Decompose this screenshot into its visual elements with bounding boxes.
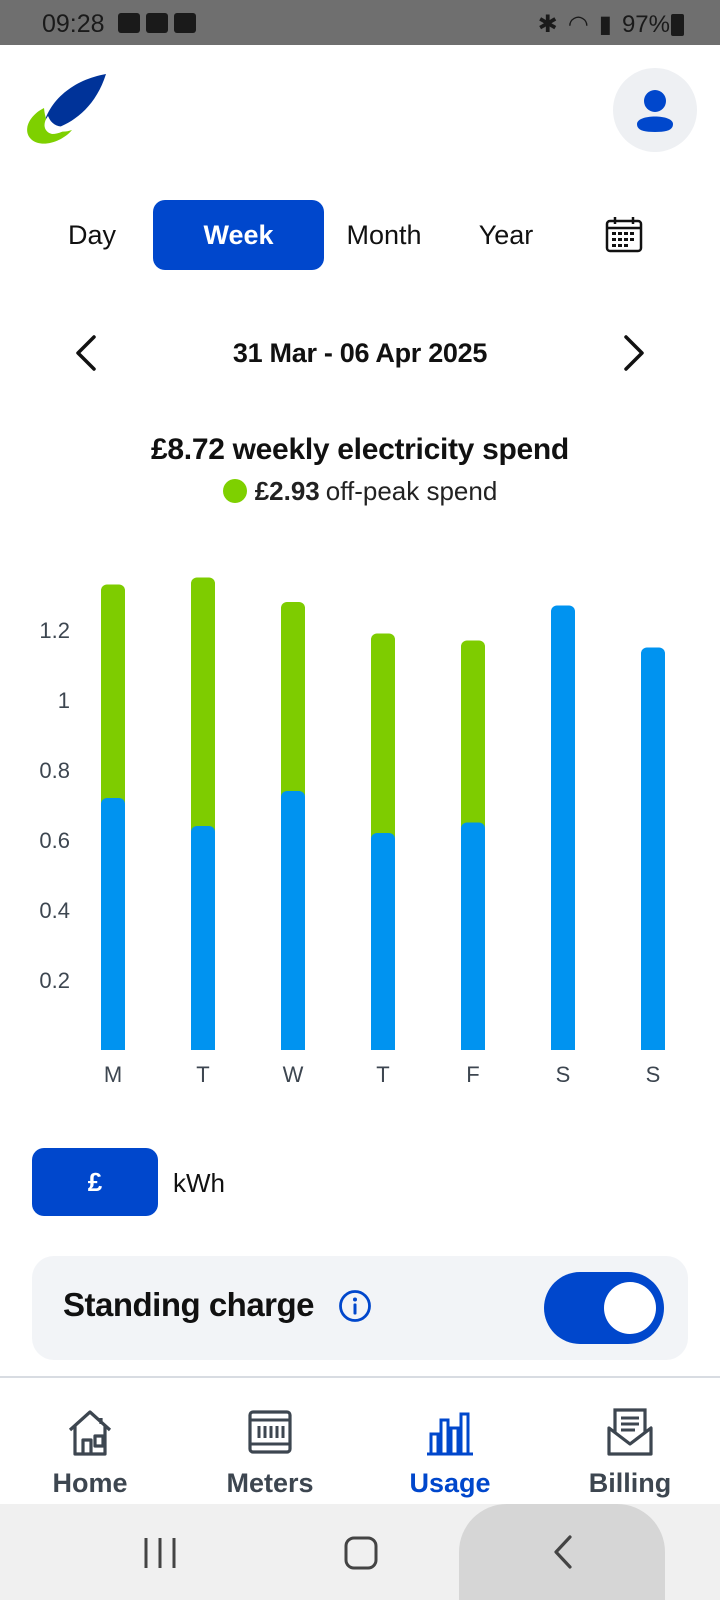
back-icon[interactable] xyxy=(548,1534,578,1570)
nav-meters[interactable]: Meters xyxy=(180,1378,360,1506)
calendar-icon[interactable] xyxy=(605,216,643,254)
bar-offpeak[interactable] xyxy=(461,640,485,833)
nav-billing[interactable]: Billing xyxy=(540,1378,720,1506)
info-icon[interactable] xyxy=(338,1289,372,1323)
battery-icon xyxy=(671,14,684,36)
profile-button[interactable] xyxy=(613,68,697,152)
bar-peak[interactable] xyxy=(371,833,395,1050)
unit-kwh-button[interactable]: kWh xyxy=(173,1168,225,1198)
x-tick-label: T xyxy=(376,1062,389,1087)
usage-chart-icon xyxy=(427,1412,473,1456)
bar-peak-base xyxy=(551,1042,575,1050)
offpeak-amount: £2.93 xyxy=(254,476,320,506)
nav-usage-label: Usage xyxy=(409,1468,491,1498)
device-icon xyxy=(146,13,168,33)
bar-peak[interactable] xyxy=(461,822,485,1051)
back-button-highlight xyxy=(459,1504,665,1600)
home-system-icon[interactable] xyxy=(343,1536,379,1570)
y-tick-label: 0.4 xyxy=(39,898,70,923)
offpeak-label: off-peak spend xyxy=(325,476,498,506)
nav-billing-label: Billing xyxy=(588,1468,672,1498)
bar-peak-base xyxy=(371,1042,395,1050)
date-navigation: 31 Mar - 06 Apr 2025 xyxy=(0,325,720,385)
wifi-icon: ◠ xyxy=(567,11,589,38)
signal-icon: ▮ xyxy=(598,11,612,38)
tab-week[interactable]: Week xyxy=(153,200,324,270)
tab-month[interactable]: Month xyxy=(346,220,422,250)
y-tick-label: 0.2 xyxy=(39,968,70,993)
bar-peak[interactable] xyxy=(281,791,305,1050)
meter-icon xyxy=(248,1410,292,1454)
offpeak-summary: £2.93 off-peak spend xyxy=(0,476,720,507)
recent-apps-icon[interactable] xyxy=(140,1536,180,1570)
status-bar: 09:28 ✱ ◠ ▮ 97% xyxy=(0,0,720,45)
period-tabs: Day Week Month Year xyxy=(0,200,720,270)
home-icon xyxy=(68,1410,112,1456)
user-icon xyxy=(637,90,673,132)
bar-offpeak[interactable] xyxy=(281,602,305,801)
y-tick-label: 0.6 xyxy=(39,828,70,853)
usage-bar-chart: 0.2 0.4 0.6 0.8 1 1.2 M T W T F S S xyxy=(39,577,665,1087)
x-tick-label: S xyxy=(556,1062,571,1087)
y-tick-label: 0.8 xyxy=(39,758,70,783)
standing-charge-label: Standing charge xyxy=(63,1286,315,1323)
bar-offpeak[interactable] xyxy=(371,633,395,844)
system-indicators: ✱ ◠ ▮ 97% xyxy=(538,10,670,39)
bluetooth-icon: ✱ xyxy=(537,11,558,38)
bar-peak-base xyxy=(191,1042,215,1050)
nav-meters-label: Meters xyxy=(226,1468,314,1498)
battery-percent: 97% xyxy=(621,10,670,38)
bar-peak-base xyxy=(101,1042,125,1050)
standing-charge-card: Standing charge xyxy=(32,1256,688,1360)
nav-home[interactable]: Home xyxy=(0,1378,180,1506)
nav-usage[interactable]: Usage xyxy=(360,1378,540,1506)
status-time: 09:28 xyxy=(42,10,105,38)
brand-logo xyxy=(27,74,106,144)
billing-icon xyxy=(607,1408,653,1456)
toggle-knob xyxy=(604,1282,656,1334)
bottom-nav: Home Meters Usage Billing xyxy=(0,1376,720,1504)
notification-icons xyxy=(118,13,196,33)
bar-offpeak[interactable] xyxy=(101,584,125,809)
nav-home-label: Home xyxy=(52,1468,128,1498)
unit-pound-button[interactable]: £ xyxy=(32,1148,158,1216)
gallery-icon xyxy=(118,13,140,33)
tab-day[interactable]: Day xyxy=(67,220,116,250)
bar-offpeak[interactable] xyxy=(191,577,215,837)
x-tick-label: W xyxy=(283,1062,304,1087)
weekly-spend-title: £8.72 weekly electricity spend xyxy=(151,433,569,466)
bar-peak[interactable] xyxy=(641,647,665,1051)
y-tick-label: 1.2 xyxy=(39,618,70,643)
bar-peak[interactable] xyxy=(191,826,215,1050)
x-tick-label: M xyxy=(104,1062,122,1087)
bar-peak[interactable] xyxy=(101,798,125,1050)
x-tick-label: S xyxy=(646,1062,661,1087)
offpeak-legend-dot xyxy=(222,479,247,503)
date-range-label: 31 Mar - 06 Apr 2025 xyxy=(232,338,488,368)
y-tick-label: 1 xyxy=(58,688,70,713)
x-tick-label: F xyxy=(466,1062,479,1087)
bar-peak-base xyxy=(461,1042,485,1050)
previous-period-button[interactable] xyxy=(68,331,108,375)
standing-charge-toggle[interactable] xyxy=(544,1272,664,1344)
bar-peak-base xyxy=(281,1042,305,1050)
next-period-button[interactable] xyxy=(612,331,652,375)
tab-year[interactable]: Year xyxy=(478,220,534,250)
bar-peak[interactable] xyxy=(551,605,575,1051)
bar-peak-base xyxy=(641,1042,665,1050)
voicemail-icon xyxy=(174,13,196,33)
system-nav-bar xyxy=(0,1504,720,1600)
x-tick-label: T xyxy=(196,1062,209,1087)
